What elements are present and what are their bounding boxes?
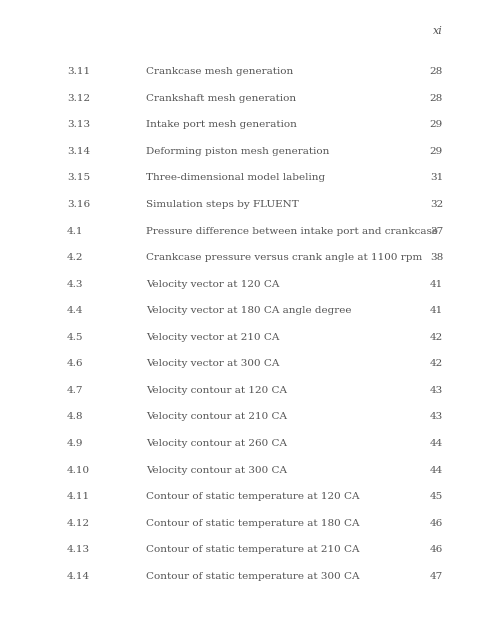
Text: 43: 43	[430, 386, 443, 395]
Text: 3.11: 3.11	[67, 67, 90, 76]
Text: 4.1: 4.1	[67, 227, 83, 236]
Text: 28: 28	[430, 67, 443, 76]
Text: Contour of static temperature at 120 CA: Contour of static temperature at 120 CA	[146, 492, 359, 501]
Text: 4.13: 4.13	[67, 545, 90, 554]
Text: xi: xi	[433, 26, 443, 36]
Text: 3.16: 3.16	[67, 200, 90, 209]
Text: Contour of static temperature at 300 CA: Contour of static temperature at 300 CA	[146, 572, 359, 581]
Text: 4.8: 4.8	[67, 412, 83, 422]
Text: Deforming piston mesh generation: Deforming piston mesh generation	[146, 147, 329, 156]
Text: 31: 31	[430, 173, 443, 182]
Text: 4.9: 4.9	[67, 439, 83, 448]
Text: Crankshaft mesh generation: Crankshaft mesh generation	[146, 93, 296, 103]
Text: Velocity contour at 260 CA: Velocity contour at 260 CA	[146, 439, 287, 448]
Text: 29: 29	[430, 120, 443, 129]
Text: 42: 42	[430, 333, 443, 342]
Text: 43: 43	[430, 412, 443, 422]
Text: 47: 47	[430, 572, 443, 581]
Text: Crankcase pressure versus crank angle at 1100 rpm: Crankcase pressure versus crank angle at…	[146, 253, 422, 262]
Text: 45: 45	[430, 492, 443, 501]
Text: 41: 41	[430, 306, 443, 316]
Text: 44: 44	[430, 439, 443, 448]
Text: Three-dimensional model labeling: Three-dimensional model labeling	[146, 173, 325, 182]
Text: 3.13: 3.13	[67, 120, 90, 129]
Text: Simulation steps by FLUENT: Simulation steps by FLUENT	[146, 200, 299, 209]
Text: 4.11: 4.11	[67, 492, 90, 501]
Text: 4.3: 4.3	[67, 280, 83, 289]
Text: 28: 28	[430, 93, 443, 103]
Text: 29: 29	[430, 147, 443, 156]
Text: 41: 41	[430, 280, 443, 289]
Text: Velocity vector at 210 CA: Velocity vector at 210 CA	[146, 333, 279, 342]
Text: 3.14: 3.14	[67, 147, 90, 156]
Text: 4.12: 4.12	[67, 518, 90, 528]
Text: Pressure difference between intake port and crankcase: Pressure difference between intake port …	[146, 227, 438, 236]
Text: 46: 46	[430, 545, 443, 554]
Text: Contour of static temperature at 210 CA: Contour of static temperature at 210 CA	[146, 545, 359, 554]
Text: 42: 42	[430, 360, 443, 369]
Text: Intake port mesh generation: Intake port mesh generation	[146, 120, 297, 129]
Text: Contour of static temperature at 180 CA: Contour of static temperature at 180 CA	[146, 518, 359, 528]
Text: 4.5: 4.5	[67, 333, 83, 342]
Text: 3.12: 3.12	[67, 93, 90, 103]
Text: 4.14: 4.14	[67, 572, 90, 581]
Text: 44: 44	[430, 466, 443, 475]
Text: 38: 38	[430, 253, 443, 262]
Text: 37: 37	[430, 227, 443, 236]
Text: Velocity vector at 300 CA: Velocity vector at 300 CA	[146, 360, 279, 369]
Text: Velocity contour at 210 CA: Velocity contour at 210 CA	[146, 412, 287, 422]
Text: 4.7: 4.7	[67, 386, 83, 395]
Text: 46: 46	[430, 518, 443, 528]
Text: Velocity contour at 300 CA: Velocity contour at 300 CA	[146, 466, 287, 475]
Text: 3.15: 3.15	[67, 173, 90, 182]
Text: Velocity vector at 180 CA angle degree: Velocity vector at 180 CA angle degree	[146, 306, 351, 316]
Text: 4.4: 4.4	[67, 306, 83, 316]
Text: 4.2: 4.2	[67, 253, 83, 262]
Text: 4.10: 4.10	[67, 466, 90, 475]
Text: Crankcase mesh generation: Crankcase mesh generation	[146, 67, 293, 76]
Text: 4.6: 4.6	[67, 360, 83, 369]
Text: Velocity contour at 120 CA: Velocity contour at 120 CA	[146, 386, 287, 395]
Text: Velocity vector at 120 CA: Velocity vector at 120 CA	[146, 280, 279, 289]
Text: 32: 32	[430, 200, 443, 209]
